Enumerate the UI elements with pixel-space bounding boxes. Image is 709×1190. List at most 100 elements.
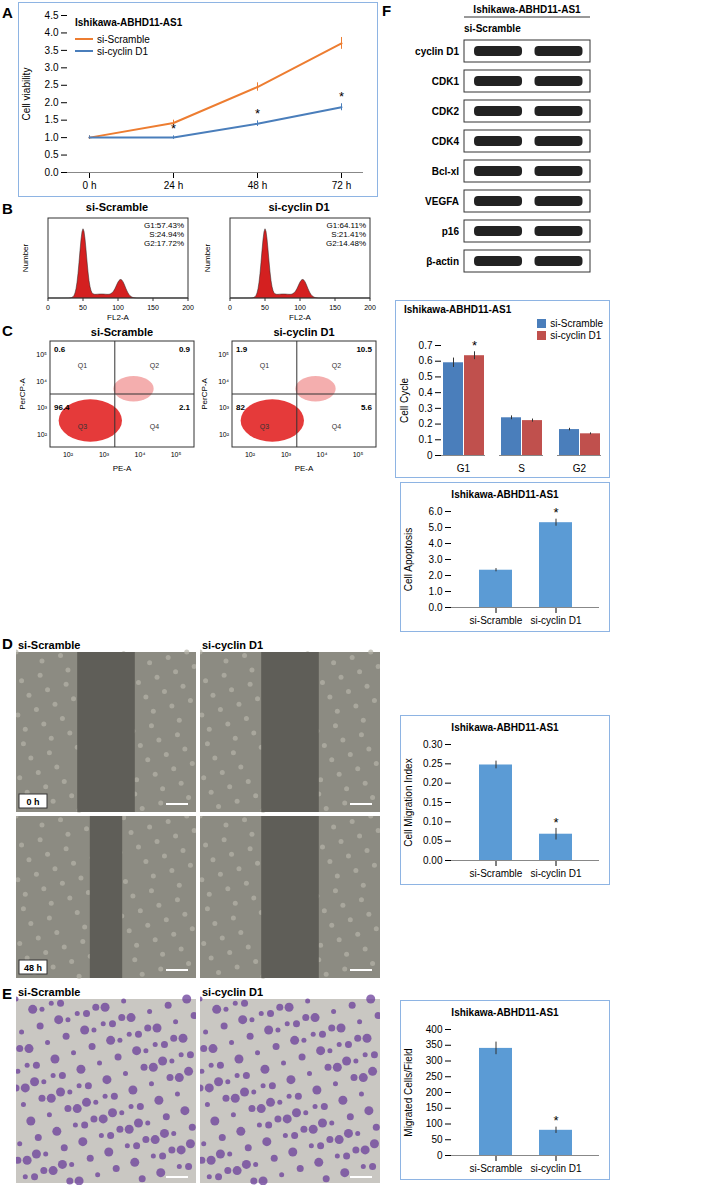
svg-text:10³: 10³ xyxy=(99,451,110,458)
svg-text:*: * xyxy=(553,815,558,830)
svg-text:Q4: Q4 xyxy=(332,423,341,431)
svg-text:1.0: 1.0 xyxy=(429,586,443,597)
svg-text:5.0: 5.0 xyxy=(429,522,443,533)
svg-text:Number: Number xyxy=(21,243,30,272)
svg-text:PE-A: PE-A xyxy=(295,464,314,473)
svg-text:10³: 10³ xyxy=(281,451,292,458)
svg-text:0.05: 0.05 xyxy=(423,835,443,846)
svg-text:PerCP-A: PerCP-A xyxy=(200,378,209,410)
svg-text:82: 82 xyxy=(236,403,245,412)
svg-text:3.0: 3.0 xyxy=(429,554,443,565)
svg-text:0.5: 0.5 xyxy=(419,371,433,382)
svg-text:10⁴: 10⁴ xyxy=(218,378,229,385)
svg-text:0: 0 xyxy=(437,1150,443,1161)
svg-text:1.0: 1.0 xyxy=(45,132,59,143)
svg-text:si-Scramble: si-Scramble xyxy=(91,326,153,338)
svg-text:β-actin: β-actin xyxy=(426,256,459,267)
svg-text:VEGFA: VEGFA xyxy=(425,196,459,207)
svg-text:Cell viability: Cell viability xyxy=(21,68,32,121)
svg-text:p16: p16 xyxy=(442,226,460,237)
svg-text:0.6: 0.6 xyxy=(54,345,66,354)
svg-text:50: 50 xyxy=(431,1134,443,1145)
svg-text:1.5: 1.5 xyxy=(45,114,59,125)
svg-text:Q2: Q2 xyxy=(332,362,341,370)
svg-text:50: 50 xyxy=(79,304,87,311)
svg-text:300: 300 xyxy=(426,1055,443,1066)
svg-text:24 h: 24 h xyxy=(164,180,183,191)
svg-text:200: 200 xyxy=(364,304,376,311)
svg-text:100: 100 xyxy=(112,304,124,311)
svg-text:4.5: 4.5 xyxy=(45,10,59,21)
svg-text:6.0: 6.0 xyxy=(429,506,443,517)
svg-text:CDK4: CDK4 xyxy=(432,136,460,147)
svg-text:G2:14.48%: G2:14.48% xyxy=(326,239,366,248)
svg-text:0.30: 0.30 xyxy=(423,739,443,750)
svg-text:10⁵: 10⁵ xyxy=(353,451,364,458)
svg-text:1.9: 1.9 xyxy=(236,345,248,354)
svg-text:0.00: 0.00 xyxy=(423,855,443,866)
svg-text:0: 0 xyxy=(427,450,433,461)
svg-text:10⁴: 10⁴ xyxy=(36,378,47,385)
svg-text:si-Scramble: si-Scramble xyxy=(470,615,523,626)
svg-text:0.3: 0.3 xyxy=(419,403,433,414)
svg-text:2.0: 2.0 xyxy=(429,570,443,581)
svg-text:CDK2: CDK2 xyxy=(432,106,460,117)
svg-text:S: S xyxy=(518,463,525,474)
svg-text:48 h: 48 h xyxy=(248,180,267,191)
svg-text:0.25: 0.25 xyxy=(423,758,443,769)
svg-text:*: * xyxy=(472,338,477,353)
svg-text:0.2: 0.2 xyxy=(419,418,433,429)
svg-text:Ishikawa-ABHD11-AS1: Ishikawa-ABHD11-AS1 xyxy=(473,4,581,15)
svg-text:10²: 10² xyxy=(245,451,256,458)
svg-text:5.6: 5.6 xyxy=(361,403,373,412)
svg-text:72 h: 72 h xyxy=(332,180,351,191)
svg-text:10²: 10² xyxy=(63,451,74,458)
svg-text:Q1: Q1 xyxy=(260,362,269,370)
svg-text:PE-A: PE-A xyxy=(113,464,132,473)
svg-text:si-Scramble: si-Scramble xyxy=(18,639,80,651)
svg-text:si-cyclin D1: si-cyclin D1 xyxy=(202,986,263,998)
svg-text:200: 200 xyxy=(182,304,194,311)
svg-text:50: 50 xyxy=(261,304,269,311)
svg-text:FL2-A: FL2-A xyxy=(107,313,129,322)
svg-text:si-Scramble: si-Scramble xyxy=(18,986,80,998)
svg-text:G1:64.11%: G1:64.11% xyxy=(327,221,366,230)
svg-text:Q2: Q2 xyxy=(150,362,159,370)
svg-text:S:24.94%: S:24.94% xyxy=(149,230,184,239)
svg-text:96.4: 96.4 xyxy=(54,403,70,412)
svg-text:si-cyclin D1: si-cyclin D1 xyxy=(530,615,582,626)
svg-text:Bcl-xl: Bcl-xl xyxy=(432,166,459,177)
svg-text:150: 150 xyxy=(147,304,159,311)
svg-text:150: 150 xyxy=(426,1102,443,1113)
svg-text:si-Scramble: si-Scramble xyxy=(86,201,148,213)
svg-text:0.15: 0.15 xyxy=(423,797,443,808)
svg-text:Q3: Q3 xyxy=(78,423,87,431)
svg-text:10⁴: 10⁴ xyxy=(135,451,146,458)
svg-text:S:21.41%: S:21.41% xyxy=(331,230,366,239)
svg-text:0 h: 0 h xyxy=(26,797,39,807)
svg-text:*: * xyxy=(171,121,176,136)
svg-text:PerCP-A: PerCP-A xyxy=(18,378,27,410)
svg-text:10²: 10² xyxy=(37,431,48,438)
svg-text:Q3: Q3 xyxy=(260,423,269,431)
svg-text:0.1: 0.1 xyxy=(419,434,433,445)
svg-text:10⁴: 10⁴ xyxy=(317,451,328,458)
svg-text:10³: 10³ xyxy=(37,404,48,411)
svg-text:0 h: 0 h xyxy=(83,180,97,191)
svg-text:si-Scramble: si-Scramble xyxy=(470,1163,523,1174)
svg-text:si-cyclin D1: si-cyclin D1 xyxy=(530,1163,582,1174)
svg-text:G2:17.72%: G2:17.72% xyxy=(144,239,184,248)
svg-text:10⁵: 10⁵ xyxy=(171,451,182,458)
svg-text:si-Scramble: si-Scramble xyxy=(464,23,521,34)
svg-text:4.0: 4.0 xyxy=(45,27,59,38)
svg-text:0.20: 0.20 xyxy=(423,777,443,788)
svg-text:150: 150 xyxy=(329,304,341,311)
svg-text:48 h: 48 h xyxy=(24,963,42,973)
svg-text:G1:57.43%: G1:57.43% xyxy=(144,221,184,230)
svg-text:G1: G1 xyxy=(457,463,471,474)
svg-text:0: 0 xyxy=(46,304,50,311)
svg-text:250: 250 xyxy=(426,1071,443,1082)
svg-text:CDK1: CDK1 xyxy=(432,76,460,87)
svg-text:Q1: Q1 xyxy=(78,362,87,370)
svg-text:10⁵: 10⁵ xyxy=(218,351,229,358)
